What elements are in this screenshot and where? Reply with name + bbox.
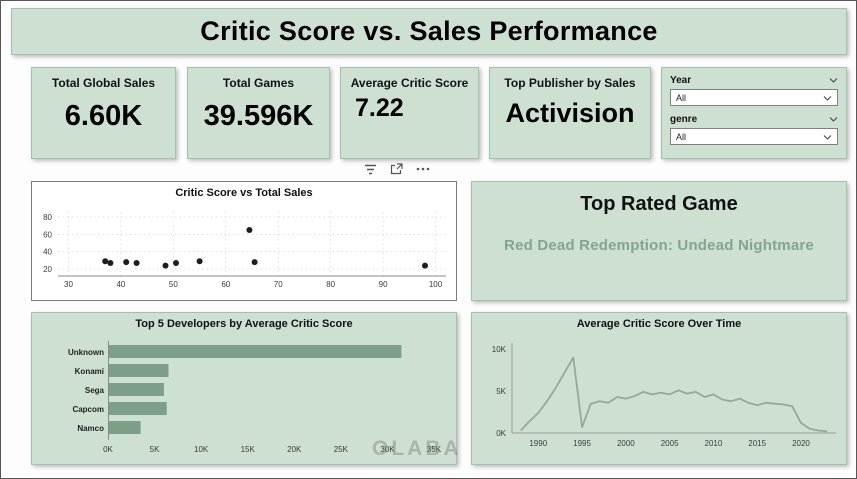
svg-text:25K: 25K [334, 445, 349, 454]
svg-text:20K: 20K [287, 445, 302, 454]
svg-text:70: 70 [274, 280, 283, 289]
year-filter-dropdown[interactable]: All [670, 89, 838, 106]
svg-text:5K: 5K [496, 387, 506, 396]
filter-panel: Year All genre All [661, 67, 847, 159]
svg-text:10K: 10K [492, 345, 507, 354]
svg-text:30K: 30K [380, 445, 395, 454]
svg-text:2020: 2020 [792, 439, 810, 448]
year-filter: Year All [670, 73, 838, 106]
svg-text:2000: 2000 [617, 439, 635, 448]
svg-text:0K: 0K [496, 429, 506, 438]
svg-text:5K: 5K [150, 445, 160, 454]
svg-text:1995: 1995 [573, 439, 591, 448]
svg-text:80: 80 [326, 280, 335, 289]
svg-text:40: 40 [43, 248, 52, 257]
svg-text:90: 90 [379, 280, 388, 289]
svg-text:2005: 2005 [661, 439, 679, 448]
bar-chart[interactable]: Unknown Konami Sega Capcom Namco 0K 5K 10K 15K 20… [32, 337, 458, 465]
svg-text:60: 60 [221, 280, 230, 289]
genre-filter-value: All [676, 131, 687, 142]
year-filter-value: All [676, 92, 687, 103]
svg-text:Konami: Konami [75, 367, 104, 376]
genre-filter-dropdown[interactable]: All [670, 128, 838, 145]
svg-text:20: 20 [43, 265, 52, 274]
svg-text:15K: 15K [241, 445, 256, 454]
svg-text:0K: 0K [103, 445, 113, 454]
line-chart-title: Average Critic Score Over Time [576, 318, 742, 330]
svg-text:60: 60 [43, 230, 52, 239]
year-filter-label: Year [670, 74, 692, 86]
kpi-label: Total Games [222, 76, 295, 90]
kpi-average-critic-score: Average Critic Score 7.22 [340, 67, 479, 159]
year-filter-header[interactable]: Year [670, 73, 838, 87]
focus-mode-icon[interactable] [390, 163, 403, 175]
svg-text:Capcom: Capcom [72, 405, 104, 414]
genre-filter-header[interactable]: genre [670, 112, 838, 126]
svg-text:1990: 1990 [529, 439, 547, 448]
scatter-chart-panel: Critic Score vs Total Sales 20 40 60 80 30 40… [31, 181, 457, 301]
line-chart[interactable]: 0K 5K 10K 1990 1995 2000 2005 2010 2015 2020 [472, 337, 848, 463]
visual-toolbar [364, 162, 430, 176]
svg-text:10K: 10K [194, 445, 209, 454]
genre-filter: genre All [670, 112, 838, 145]
svg-text:30: 30 [64, 280, 73, 289]
svg-text:Namco: Namco [77, 424, 104, 433]
kpi-label: Top Publisher by Sales [504, 76, 636, 90]
svg-text:40: 40 [116, 280, 125, 289]
kpi-label: Total Global Sales [51, 76, 156, 90]
bar-chart-panel: Top 5 Developers by Average Critic Score… [31, 312, 457, 465]
svg-text:100: 100 [429, 280, 443, 289]
svg-text:2015: 2015 [748, 439, 766, 448]
top-rated-game-title: Top Rated Game [580, 193, 738, 215]
kpi-top-publisher: Top Publisher by Sales Activision [489, 67, 651, 159]
kpi-total-global-sales: Total Global Sales 6.60K [31, 67, 176, 159]
chevron-down-icon [823, 93, 832, 103]
svg-text:80: 80 [43, 213, 52, 222]
chevron-down-icon [829, 75, 838, 86]
kpi-value: 6.60K [64, 100, 143, 132]
kpi-total-games: Total Games 39.596K [187, 67, 330, 159]
svg-text:35K: 35K [427, 445, 442, 454]
chevron-down-icon [823, 132, 832, 142]
kpi-value: 7.22 [355, 94, 404, 122]
kpi-value: Activision [505, 98, 635, 128]
filter-icon[interactable] [364, 164, 377, 175]
svg-text:50: 50 [169, 280, 178, 289]
genre-filter-label: genre [670, 113, 698, 125]
svg-text:2010: 2010 [705, 439, 723, 448]
line-chart-panel: Average Critic Score Over Time 0K 5K 10K 19… [471, 312, 847, 465]
svg-text:Sega: Sega [85, 386, 105, 395]
title-bar: Critic Score vs. Sales Performance [11, 8, 847, 55]
kpi-label: Average Critic Score [350, 76, 469, 90]
top-rated-game-panel: Top Rated Game Red Dead Redemption: Unde… [471, 181, 847, 301]
more-options-icon[interactable] [416, 167, 430, 171]
scatter-chart[interactable]: 20 40 60 80 30 40 50 60 70 80 90 100 [32, 204, 458, 300]
svg-text:Unknown: Unknown [68, 348, 104, 357]
chevron-down-icon [829, 114, 838, 125]
bar-chart-title: Top 5 Developers by Average Critic Score [135, 318, 353, 330]
top-rated-game-name: Red Dead Redemption: Undead Nightmare [504, 237, 814, 254]
scatter-chart-title: Critic Score vs Total Sales [175, 187, 313, 199]
kpi-value: 39.596K [203, 100, 314, 132]
page-title: Critic Score vs. Sales Performance [200, 16, 658, 46]
